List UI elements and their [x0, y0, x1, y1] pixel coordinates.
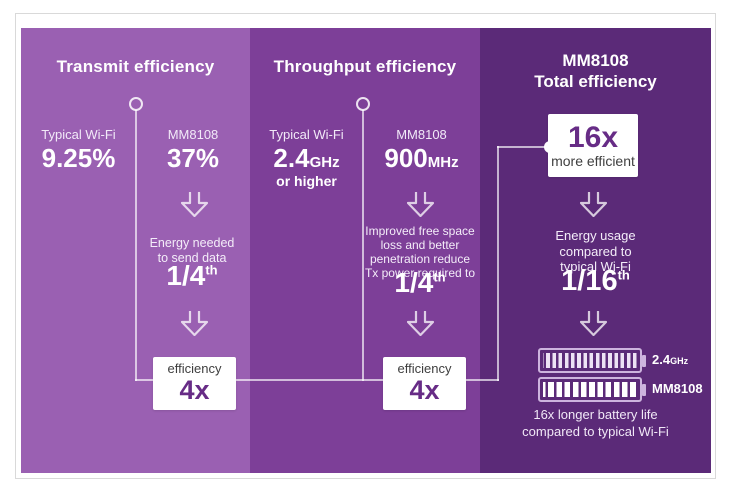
result-label: efficiency: [397, 361, 452, 377]
connector-node-icon: [129, 97, 143, 111]
transmit-title: Transmit efficiency: [56, 57, 215, 76]
transmit-efficiency-result-box: efficiency 4x: [153, 357, 236, 410]
down-arrow-icon: [407, 311, 434, 336]
stat-value: 9.25%: [41, 143, 116, 173]
battery-icon-mm8108: [538, 377, 642, 402]
down-arrow-icon: [580, 192, 607, 217]
stat-subtext: or higher: [276, 173, 337, 189]
connector-node-icon: [356, 97, 370, 111]
result-label: more efficient: [551, 152, 635, 169]
energy-usage-note: Energy usage compared to typical Wi-Fi: [555, 228, 636, 275]
stat-value: 2.4GHz: [273, 143, 340, 173]
stat-mm8108-transmit: MM8108 37%: [136, 127, 250, 174]
total-fraction: 1/16th: [561, 265, 630, 297]
result-value: 16x: [567, 121, 619, 155]
down-arrow-icon: [181, 192, 208, 217]
total-efficiency-result-box: 16x more efficient: [548, 114, 638, 177]
down-arrow-icon: [181, 311, 208, 336]
battery-icon-typical-wifi: [538, 348, 642, 373]
down-arrow-icon: [580, 311, 607, 336]
connector-line-right-vertical: [497, 146, 499, 381]
stat-label: Typical Wi-Fi: [41, 127, 116, 142]
connector-line-middle-vertical: [362, 110, 364, 381]
connector-line-to-result: [497, 146, 548, 148]
connector-line-left-vertical: [135, 110, 137, 381]
connector-line-horizontal: [135, 379, 499, 381]
connector-endpoint-icon: [544, 141, 556, 153]
throughput-efficiency-result-box: efficiency 4x: [383, 357, 466, 410]
battery-label-24ghz: 2.4GHz: [652, 352, 689, 367]
throughput-title: Throughput efficiency: [273, 57, 457, 76]
battery-life-caption: 16x longer battery life compared to typi…: [522, 407, 669, 439]
stat-label: MM8108: [167, 127, 219, 142]
result-value: 4x: [179, 375, 210, 406]
result-label: efficiency: [167, 361, 222, 377]
throughput-note: Improved free space loss and better pene…: [364, 224, 476, 281]
battery-label-mm8108: MM8108: [652, 381, 703, 396]
stat-label: Typical Wi-Fi: [269, 127, 344, 142]
result-value: 4x: [409, 375, 440, 406]
down-arrow-icon: [407, 192, 434, 217]
transmit-note: Energy needed to send data: [149, 236, 235, 265]
total-efficiency-title: MM8108 Total efficiency: [534, 51, 657, 92]
stat-value: 900MHz: [384, 143, 459, 173]
stat-mm8108-throughput: MM8108 900MHz: [363, 127, 480, 174]
stat-typical-wifi-throughput: Typical Wi-Fi 2.4GHz or higher: [250, 127, 363, 189]
stat-value: 37%: [166, 143, 220, 173]
throughput-fraction: 1/4th: [394, 267, 446, 298]
transmit-fraction: 1/4th: [166, 260, 218, 291]
stat-typical-wifi-transmit: Typical Wi-Fi 9.25%: [21, 127, 136, 174]
stat-label: MM8108: [396, 127, 447, 142]
